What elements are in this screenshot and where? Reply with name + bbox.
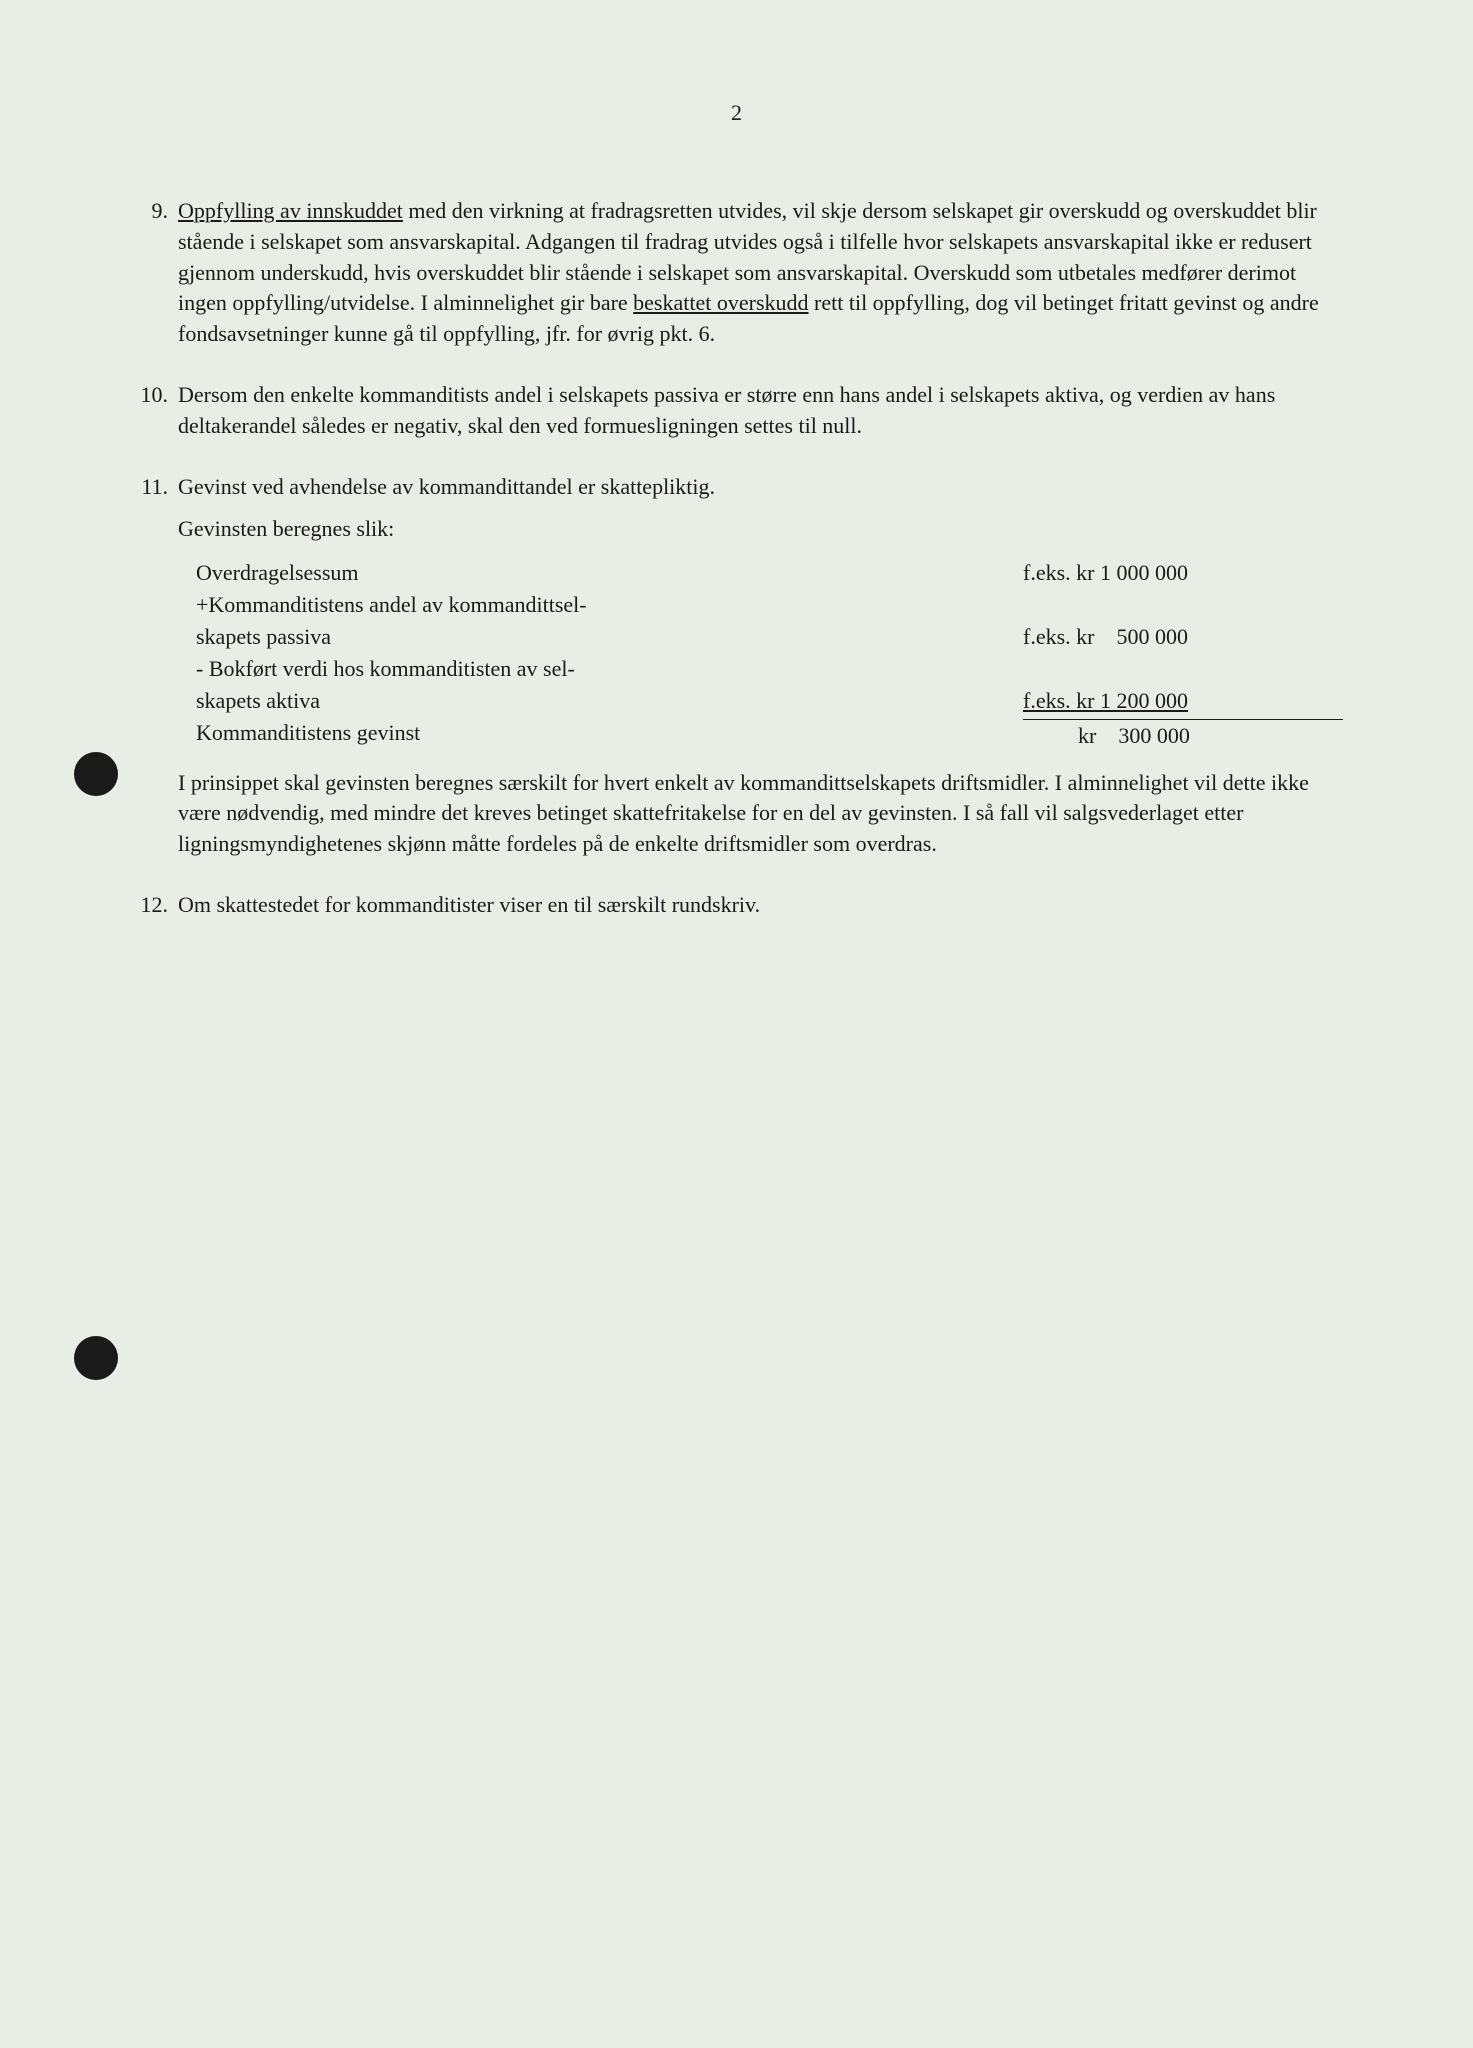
intro-text: Gevinst ved avhendelse av kommandittande… [178, 472, 1343, 503]
page-number: 2 [130, 100, 1343, 126]
document-page: 2 9. Oppfylling av innskuddet med den vi… [0, 0, 1473, 1011]
calculation-table: Overdragelsessum f.eks. kr 1 000 000 +Ko… [178, 557, 1343, 751]
underlined-text: Oppfylling av innskuddet [178, 198, 403, 223]
item-number: 12. [130, 890, 178, 921]
calc-label: skapets aktiva [178, 685, 1023, 717]
calc-label: Overdragelsessum [178, 557, 1023, 589]
calc-value-underlined: f.eks. kr 1 200 000 [1023, 688, 1188, 713]
item-content: Gevinst ved avhendelse av kommandittande… [178, 472, 1343, 860]
calc-label: skapets passiva [178, 621, 1023, 653]
calc-value [1023, 653, 1343, 685]
calc-value: f.eks. kr 500 000 [1023, 621, 1343, 653]
calc-label: Kommanditistens gevinst [178, 717, 1023, 752]
calc-value: f.eks. kr 1 200 000 [1023, 685, 1343, 717]
item-number: 9. [130, 196, 178, 350]
paragraph: I prinsippet skal gevinsten beregnes sær… [178, 768, 1343, 860]
item-content: Om skattestedet for kommanditister viser… [178, 890, 1343, 921]
punch-hole [74, 1336, 118, 1380]
calc-row: Overdragelsessum f.eks. kr 1 000 000 [178, 557, 1343, 589]
list-item-12: 12. Om skattestedet for kommanditister v… [130, 890, 1343, 921]
item-number: 10. [130, 380, 178, 442]
calc-label: +Kommanditistens andel av kommandittsel- [178, 589, 1023, 621]
calc-value: f.eks. kr 1 000 000 [1023, 557, 1343, 589]
calc-row: Kommanditistens gevinst kr 300 000 [178, 717, 1343, 752]
list-item-9: 9. Oppfylling av innskuddet med den virk… [130, 196, 1343, 350]
sub-heading: Gevinsten beregnes slik: [178, 514, 1343, 545]
calc-value-total: kr 300 000 [1023, 719, 1343, 752]
calc-label: - Bokført verdi hos kommanditisten av se… [178, 653, 1023, 685]
item-content: Dersom den enkelte kommanditists andel i… [178, 380, 1343, 442]
calc-value [1023, 589, 1343, 621]
list-item-11: 11. Gevinst ved avhendelse av kommanditt… [130, 472, 1343, 860]
item-number: 11. [130, 472, 178, 860]
calc-row: skapets aktiva f.eks. kr 1 200 000 [178, 685, 1343, 717]
list-item-10: 10. Dersom den enkelte kommanditists and… [130, 380, 1343, 442]
calc-row: skapets passiva f.eks. kr 500 000 [178, 621, 1343, 653]
calc-row: +Kommanditistens andel av kommandittsel- [178, 589, 1343, 621]
punch-hole [74, 752, 118, 796]
item-content: Oppfylling av innskuddet med den virknin… [178, 196, 1343, 350]
calc-row: - Bokført verdi hos kommanditisten av se… [178, 653, 1343, 685]
underlined-text: beskattet overskudd [633, 290, 808, 315]
